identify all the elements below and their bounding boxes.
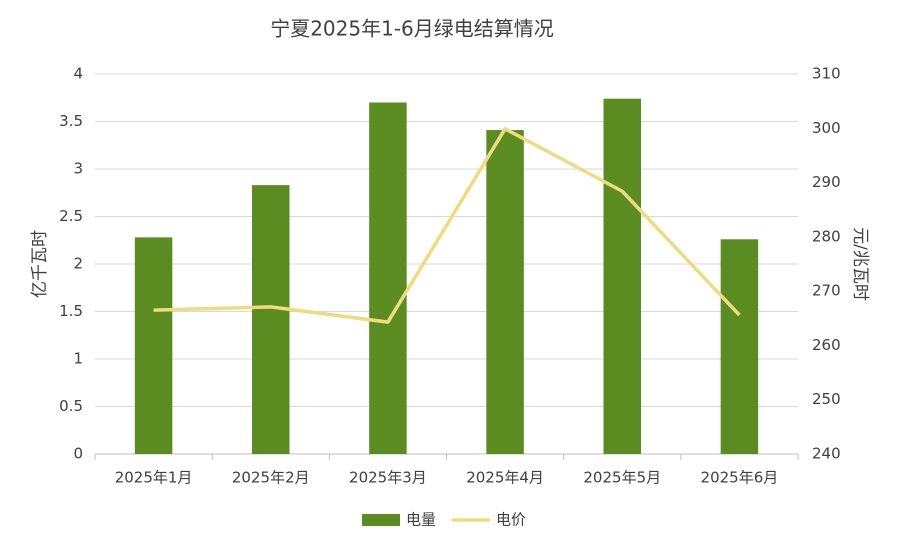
bar	[603, 98, 641, 454]
legend-label: 电价	[496, 511, 526, 529]
y2-tick-label: 270	[812, 282, 841, 300]
y2-axis-label: 元/兆瓦时	[850, 227, 870, 301]
x-tick-label: 2025年4月	[466, 469, 544, 487]
y-axis-label: 亿千瓦时	[30, 230, 50, 298]
y-tick-label: 1	[73, 350, 83, 368]
y2-tick-label: 260	[812, 336, 841, 354]
bar	[720, 239, 759, 454]
legend-swatch	[362, 514, 400, 526]
y2-tick-label: 300	[812, 119, 841, 137]
y-tick-label: 0.5	[59, 397, 83, 415]
y-tick-label: 4	[73, 65, 83, 83]
y2-tick-label: 310	[812, 65, 841, 83]
x-tick-label: 2025年5月	[583, 469, 661, 487]
chart-title: 宁夏2025年1-6月绿电结算情况	[270, 17, 554, 41]
y2-tick-label: 250	[812, 390, 841, 408]
bar	[369, 102, 407, 454]
x-tick-label: 2025年6月	[701, 469, 779, 487]
bar	[252, 185, 290, 454]
bar	[486, 130, 524, 455]
y-tick-label: 0	[73, 445, 83, 463]
x-tick-label: 2025年3月	[349, 469, 427, 487]
y-tick-label: 3	[73, 160, 83, 178]
y-tick-label: 3.5	[59, 112, 83, 130]
y2-tick-label: 280	[812, 227, 841, 245]
y2-tick-label: 240	[812, 445, 841, 463]
y-tick-label: 1.5	[59, 302, 83, 320]
bar	[134, 237, 173, 454]
line	[153, 127, 741, 324]
y-tick-label: 2	[73, 255, 83, 273]
x-tick-label: 2025年1月	[115, 469, 193, 487]
y-tick-label: 2.5	[59, 207, 83, 225]
x-tick-label: 2025年2月	[232, 469, 310, 487]
legend-label: 电量	[406, 511, 436, 529]
y2-tick-label: 290	[812, 173, 841, 191]
